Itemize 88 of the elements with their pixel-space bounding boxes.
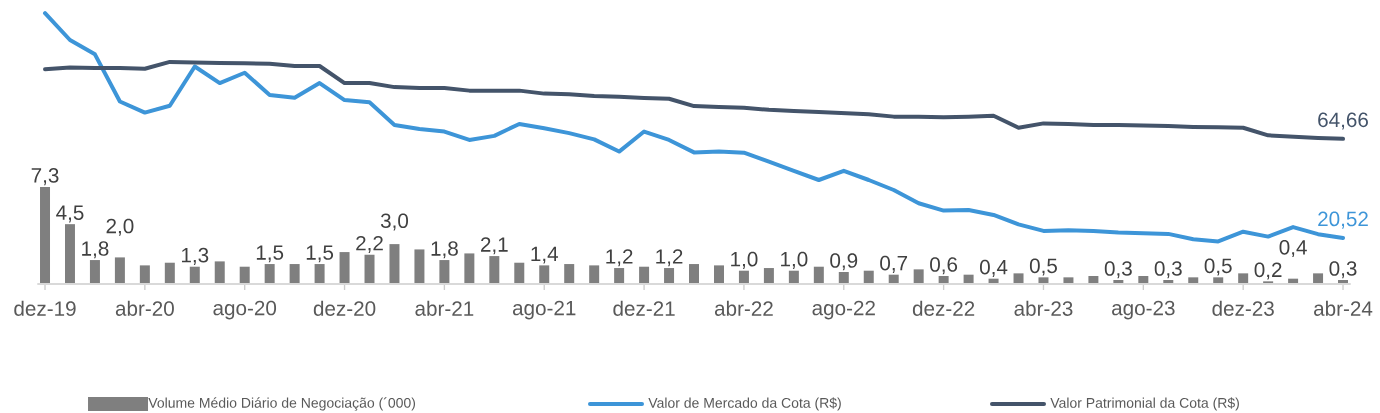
bar <box>514 262 525 284</box>
bar <box>239 266 250 284</box>
bar <box>813 266 824 284</box>
x-tick-label: dez-20 <box>313 300 376 316</box>
x-tick-label: ago-23 <box>1112 300 1175 320</box>
x-tick-label: abr-20 <box>115 300 174 316</box>
bar <box>114 257 125 284</box>
annotation: 64,66 <box>1318 112 1368 130</box>
data-label: 0,9 <box>830 253 858 271</box>
bar <box>339 252 350 284</box>
bar <box>614 268 625 284</box>
x-tick-label: ago-22 <box>812 300 875 320</box>
legend-label: Valor de Mercado da Cota (R$) <box>648 397 841 411</box>
bar <box>40 186 51 284</box>
data-label: 1,8 <box>431 241 458 259</box>
bar <box>439 260 450 284</box>
data-label: 2,0 <box>106 218 134 236</box>
x-tick-label: dez-22 <box>912 300 975 316</box>
data-label: 1,5 <box>306 245 334 263</box>
bar <box>64 224 75 284</box>
bar <box>214 261 225 284</box>
bar <box>264 264 275 284</box>
bar <box>1213 277 1224 284</box>
data-label: 1,2 <box>656 249 683 267</box>
bar <box>1238 273 1249 284</box>
bar <box>289 264 300 284</box>
bar <box>913 269 924 284</box>
bar <box>1313 273 1324 284</box>
data-label: 7,3 <box>31 168 59 186</box>
data-label: 0,7 <box>880 255 908 273</box>
bar <box>738 270 749 284</box>
data-label: 0,3 <box>1329 261 1357 279</box>
bar <box>314 264 325 284</box>
x-tick-label: dez-21 <box>613 300 675 316</box>
bar <box>863 270 874 284</box>
bar <box>139 265 150 284</box>
data-label: 0,3 <box>1154 261 1182 279</box>
data-label: 1,3 <box>181 247 209 265</box>
x-tick-label: ago-20 <box>213 300 277 320</box>
x-tick-label: abr-23 <box>1014 300 1073 316</box>
data-label: 1,8 <box>82 241 109 259</box>
x-tick-label: abr-22 <box>714 300 773 316</box>
data-label: 0,6 <box>930 257 958 275</box>
bar <box>639 266 650 284</box>
annotation: 20,52 <box>1318 211 1368 229</box>
legend-label: Volume Médio Diário de Negociação (´000) <box>148 397 416 411</box>
bar <box>689 264 700 284</box>
bar <box>664 268 675 284</box>
bar <box>364 254 375 284</box>
bar <box>788 270 799 284</box>
data-label: 1,4 <box>531 246 559 264</box>
bar <box>1013 273 1024 284</box>
data-label: 0,5 <box>1029 258 1057 276</box>
bar <box>838 272 849 284</box>
x-tick-label: abr-21 <box>415 300 474 316</box>
data-label: 0,2 <box>1254 262 1282 280</box>
bar <box>763 268 774 284</box>
bar <box>713 265 724 284</box>
data-label: 2,2 <box>356 235 383 253</box>
data-label: 1,5 <box>256 245 284 263</box>
data-label: 0,4 <box>980 259 1008 277</box>
bar <box>89 260 100 284</box>
bar <box>489 256 500 284</box>
data-label: 2,1 <box>481 237 508 255</box>
bar <box>189 266 200 284</box>
bar <box>1188 277 1199 284</box>
x-tick-label: ago-21 <box>512 300 576 320</box>
x-tick-label: dez-19 <box>14 300 76 316</box>
data-label: 0,4 <box>1279 239 1307 258</box>
x-tick-label: dez-23 <box>1212 300 1274 316</box>
bar <box>1063 277 1074 284</box>
bar <box>464 253 475 284</box>
bar <box>589 265 600 284</box>
data-label: 1,0 <box>731 251 758 269</box>
bar <box>389 244 400 284</box>
data-label: 4,5 <box>56 205 84 223</box>
data-label: 1,0 <box>781 251 808 269</box>
x-tick-label: abr-24 <box>1314 300 1373 316</box>
bar <box>1038 277 1049 284</box>
bar <box>414 249 425 284</box>
bar <box>564 264 575 284</box>
data-label: 1,2 <box>606 249 633 267</box>
data-label: 3,0 <box>380 213 409 231</box>
data-label: 0,5 <box>1204 258 1232 276</box>
legend-label: Valor Patrimonial da Cota (R$) <box>1050 397 1239 411</box>
bar <box>539 265 550 284</box>
bar <box>164 262 175 284</box>
data-label: 0,3 <box>1104 261 1132 279</box>
